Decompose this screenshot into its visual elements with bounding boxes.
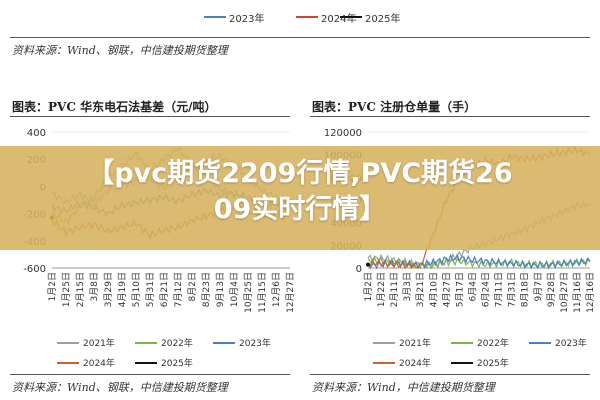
x-tick-label: 9月28日 (546, 272, 557, 307)
divider-bottom-left (10, 374, 290, 375)
x-tick-label: 7月11日 (494, 272, 505, 307)
x-tick-label: 1月22日 (376, 272, 387, 307)
legend-label: 2023年 (239, 337, 271, 349)
source-note-bottom-left: 资料来源：Wind、钢联，中信建投期货整理 (12, 381, 228, 394)
top-legend: 2023年 2024年 2025年 (0, 6, 600, 26)
legend-line-2023 (204, 16, 226, 18)
legend-label-2024: 2024年 (321, 14, 357, 25)
legend-label: 2022年 (161, 337, 193, 349)
legend-label: 2021年 (83, 337, 115, 349)
x-tick-label: 4月27日 (441, 272, 452, 307)
legend-label: 2024年 (399, 357, 431, 369)
x-tick-label: 4月19日 (117, 272, 128, 307)
chart-title-right: 图表：PVC 注册仓单量（手） (312, 100, 477, 114)
chart-title-left: 图表：PVC 华东电石法基差（元/吨） (12, 100, 217, 114)
x-tick-label: 3月3日 (402, 272, 413, 301)
legend-line-2025 (340, 16, 362, 18)
banner-headline: 【pvc期货2209行情,PVC期货26 09实时行情】 (10, 156, 590, 228)
x-tick-label: 2月11日 (389, 272, 400, 307)
x-tick-label: 5月31日 (145, 272, 156, 307)
title-banner (0, 146, 600, 250)
y-tick-label: -600 (23, 264, 46, 275)
x-tick-label: 1月25日 (61, 272, 72, 307)
x-tick-label: 1月2日 (363, 272, 374, 301)
x-tick-label: 3月21日 (415, 272, 426, 307)
x-tick-label: 8月18日 (520, 272, 531, 307)
divider-left-title (10, 116, 290, 117)
legend-label-2023: 2023年 (229, 14, 265, 25)
x-tick-label: 10月25日 (243, 272, 254, 313)
legend-label: 2024年 (83, 357, 115, 369)
x-tick-label: 3月29日 (103, 272, 114, 307)
x-tick-label: 12月6日 (271, 272, 282, 307)
series-line-2 (367, 253, 591, 270)
x-tick-label: 6月4日 (467, 272, 478, 301)
x-tick-label: 6月21日 (159, 272, 170, 307)
divider-top (10, 37, 590, 38)
legend-line-2024 (296, 16, 318, 18)
x-tick-label: 8月2日 (187, 272, 198, 301)
x-tick-label: 12月16日 (585, 272, 596, 313)
legend-label: 2025年 (161, 357, 193, 369)
x-tick-label: 9月13日 (215, 272, 226, 307)
x-tick-label: 11月15日 (257, 272, 268, 313)
x-tick-label: 10月27日 (559, 272, 570, 313)
x-tick-label: 9月7日 (533, 272, 544, 301)
banner-line-1: 【pvc期货2209行情,PVC期货26 (87, 158, 513, 189)
x-tick-label: 11月16日 (572, 272, 583, 313)
legend-label: 2023年 (555, 337, 587, 349)
y-tick-label: 120000 (324, 128, 362, 139)
y-tick-label: 0 (356, 264, 362, 275)
x-tick-label: 6月24日 (481, 272, 492, 307)
series-line-1 (367, 255, 591, 270)
x-tick-label: 3月8日 (89, 272, 100, 301)
x-tick-label: 2月15日 (75, 272, 86, 307)
y-tick-label: 400 (27, 128, 46, 139)
series-point-4 (366, 262, 370, 267)
x-tick-label: 5月10日 (131, 272, 142, 307)
x-tick-label: 5月17日 (454, 272, 465, 307)
legend-label: 2025年 (477, 357, 509, 369)
source-note-bottom-right: 资料来源：Wind，中信建投期货整理 (312, 381, 495, 394)
legend-label-2025: 2025年 (365, 14, 401, 25)
divider-bottom-right (310, 374, 590, 375)
x-tick-label: 12月27日 (285, 272, 296, 313)
x-tick-label: 7月31日 (507, 272, 518, 307)
x-tick-label: 1月2日 (47, 272, 58, 301)
legend-label: 2021年 (399, 337, 431, 349)
x-tick-label: 7月12日 (173, 272, 184, 307)
source-note-top: 资料来源：Wind、钢联，中信建投期货整理 (12, 44, 228, 57)
x-tick-label: 4月10日 (428, 272, 439, 307)
x-tick-label: 10月4日 (229, 272, 240, 307)
x-tick-label: 8月23日 (201, 272, 212, 307)
divider-right-title (310, 116, 590, 117)
legend-label: 2022年 (477, 337, 509, 349)
banner-line-2: 09实时行情】 (213, 194, 387, 225)
